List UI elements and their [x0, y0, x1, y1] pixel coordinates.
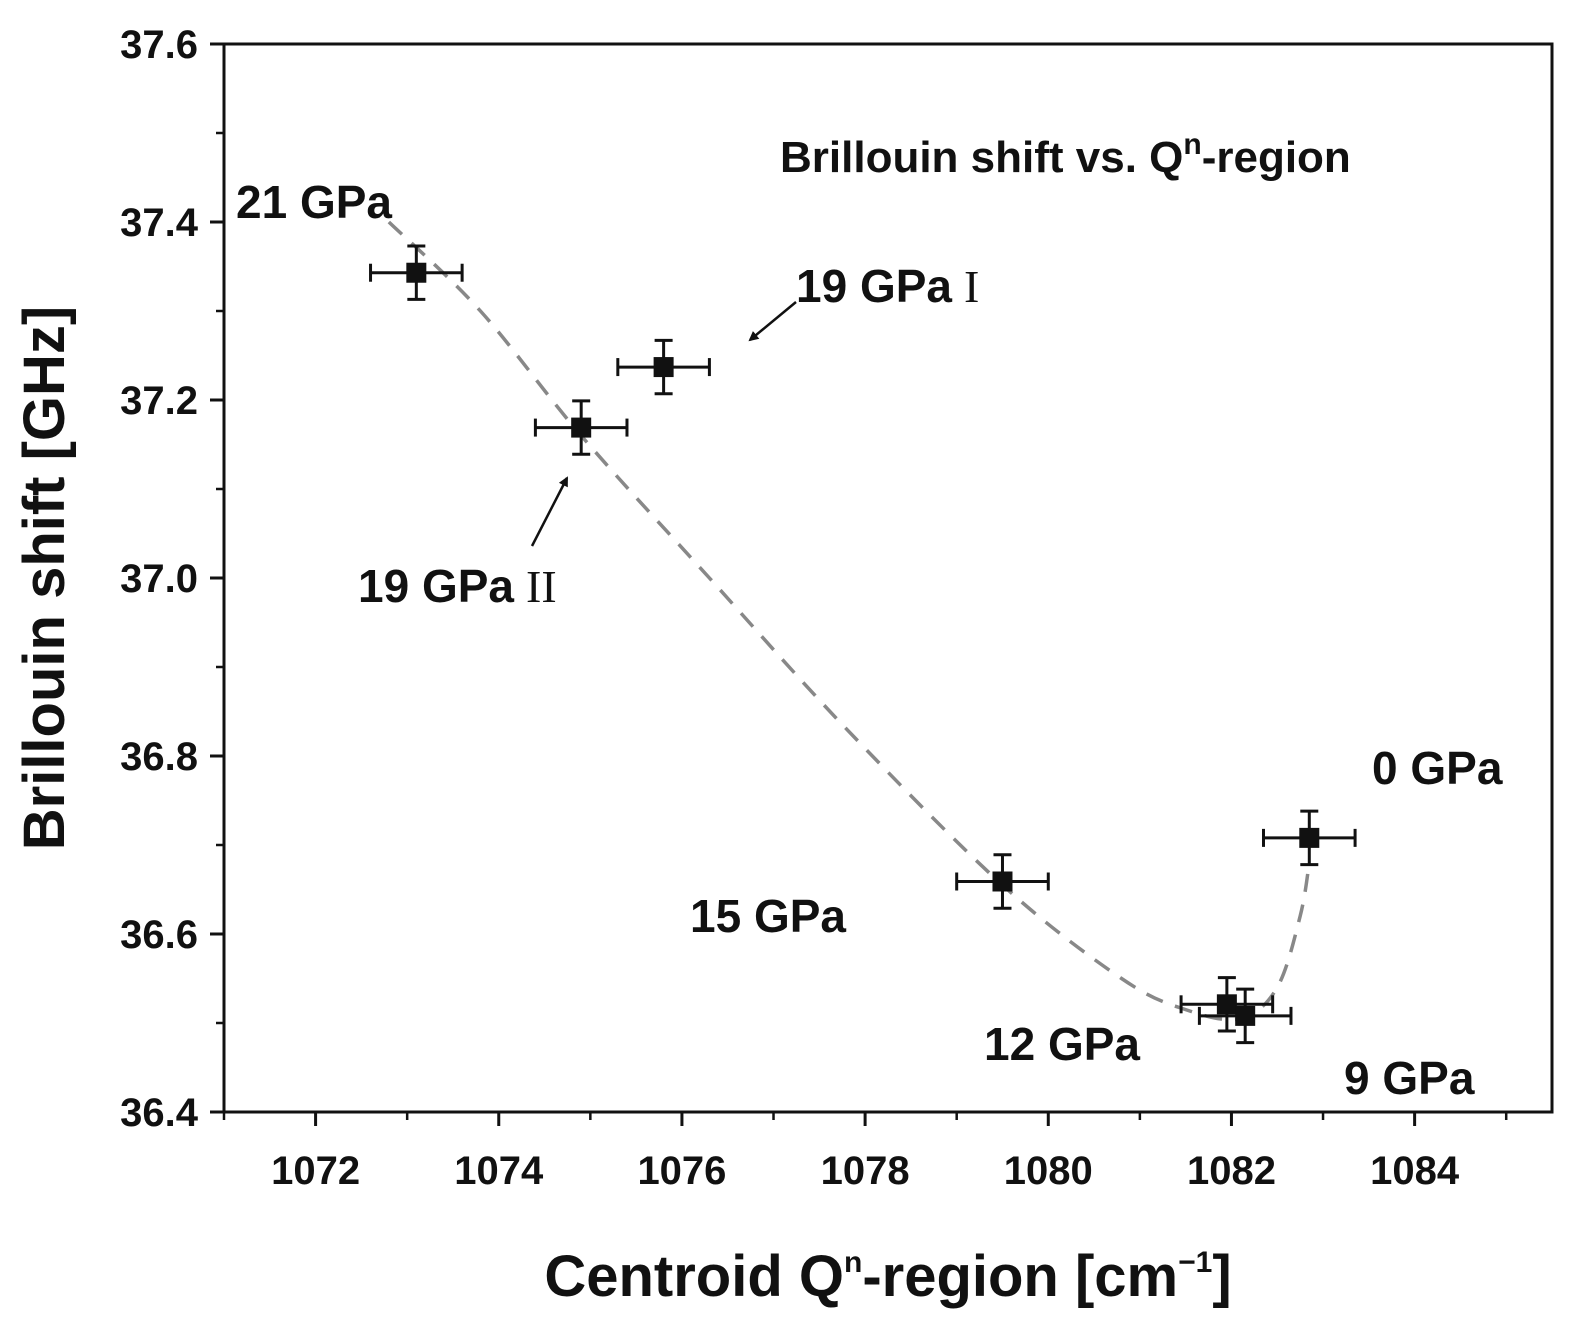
- x-tick-label: 1074: [454, 1149, 544, 1193]
- data-point: [1262, 809, 1357, 867]
- data-point: [616, 338, 711, 396]
- square-marker: [1299, 827, 1320, 848]
- fit-curve-group: [387, 220, 1312, 1022]
- x-tick-label: 1082: [1187, 1149, 1276, 1193]
- y-axis-title: Brillouin shift [GHz]: [12, 306, 77, 851]
- label-15-gpa: 15 GPa: [690, 890, 846, 942]
- label-19-gpa-i: 19 GPa I: [796, 260, 979, 312]
- label-0-gpa: 0 GPa: [1372, 742, 1503, 794]
- label-9-gpa: 9 GPa: [1344, 1052, 1475, 1104]
- square-marker: [571, 417, 592, 438]
- y-tick-label: 37.0: [120, 557, 198, 601]
- y-tick-label: 36.8: [120, 735, 198, 779]
- arrow-19-gpa-ii: [530, 476, 569, 547]
- label-21-gpa: 21 GPa: [236, 176, 392, 228]
- label-19-gpa-ii: 19 GPa II: [358, 560, 557, 612]
- y-tick-label: 37.4: [120, 201, 199, 245]
- data-point: [1179, 976, 1275, 1033]
- y-tick-label: 37.2: [120, 379, 198, 423]
- data-point: [533, 399, 629, 456]
- data-point: [369, 244, 464, 301]
- tick-labels: 1072 1074 1076 1078 1080 1082 1084 36.4 36.6 36.8…: [120, 23, 1460, 1193]
- square-marker: [406, 262, 427, 283]
- label-12-gpa: 12 GPa: [984, 1018, 1140, 1070]
- y-tick-label: 37.6: [120, 23, 198, 67]
- data-point: [955, 853, 1050, 910]
- chart-title: Brillouin shift vs. Qn-region: [780, 128, 1351, 182]
- data-point: [1197, 987, 1293, 1045]
- x-tick-label: 1078: [821, 1149, 910, 1193]
- square-marker: [1216, 994, 1237, 1015]
- plot-frame: [222, 42, 1554, 1114]
- square-marker: [1235, 1005, 1256, 1026]
- y-tick-label: 36.4: [120, 1091, 199, 1135]
- square-marker: [992, 871, 1013, 892]
- x-tick-label: 1072: [271, 1149, 360, 1193]
- arrow-19-gpa-i: [748, 301, 797, 342]
- square-marker: [653, 357, 674, 378]
- x-axis-title: Centroid Qn-region [cm−1]: [544, 1244, 1231, 1309]
- x-tick-label: 1080: [1004, 1149, 1093, 1193]
- x-tick-label: 1084: [1370, 1149, 1460, 1193]
- x-tick-label: 1076: [637, 1149, 726, 1193]
- data-points-group: [369, 244, 1357, 1045]
- y-tick-label: 36.6: [120, 913, 198, 957]
- fit-curve: [387, 220, 1312, 1022]
